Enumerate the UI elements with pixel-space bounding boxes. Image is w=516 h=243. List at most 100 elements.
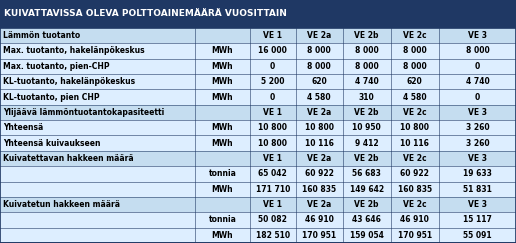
- Text: 4 580: 4 580: [403, 93, 427, 102]
- Text: 620: 620: [407, 77, 423, 86]
- Bar: [0, 43, 516, 59]
- Bar: [0, 166, 516, 182]
- Text: VE 1: VE 1: [263, 31, 282, 40]
- Text: MWh: MWh: [212, 93, 233, 102]
- Bar: [0, 89, 516, 105]
- Text: VE 3: VE 3: [468, 31, 487, 40]
- Text: MWh: MWh: [212, 231, 233, 240]
- Text: Ylijäävä lämmöntuotantokapasiteetti: Ylijäävä lämmöntuotantokapasiteetti: [3, 108, 164, 117]
- Bar: [0, 135, 516, 151]
- Text: VE 2b: VE 2b: [354, 200, 379, 209]
- Text: 56 683: 56 683: [352, 169, 381, 178]
- Text: VE 2a: VE 2a: [307, 200, 331, 209]
- Text: MWh: MWh: [212, 46, 233, 55]
- Text: VE 3: VE 3: [468, 108, 487, 117]
- Text: KL-tuotanto, hakelänpökeskus: KL-tuotanto, hakelänpökeskus: [3, 77, 135, 86]
- Text: VE 3: VE 3: [468, 154, 487, 163]
- Text: MWh: MWh: [212, 139, 233, 148]
- Text: 10 116: 10 116: [305, 139, 333, 148]
- Text: Max. tuotanto, pien-CHP: Max. tuotanto, pien-CHP: [3, 62, 110, 71]
- Text: VE 2b: VE 2b: [354, 31, 379, 40]
- Text: 149 642: 149 642: [349, 185, 384, 194]
- Text: 8 000: 8 000: [307, 46, 331, 55]
- Bar: [0, 151, 516, 166]
- Text: VE 1: VE 1: [263, 108, 282, 117]
- Text: VE 2c: VE 2c: [403, 200, 427, 209]
- Bar: [0, 0, 516, 28]
- Text: 0: 0: [270, 93, 276, 102]
- Text: 182 510: 182 510: [255, 231, 290, 240]
- Bar: [0, 120, 516, 135]
- Text: tonnia: tonnia: [208, 216, 236, 225]
- Text: 8 000: 8 000: [354, 62, 379, 71]
- Text: Lämmön tuotanto: Lämmön tuotanto: [3, 31, 80, 40]
- Text: VE 3: VE 3: [468, 200, 487, 209]
- Text: VE 2a: VE 2a: [307, 31, 331, 40]
- Text: 8 000: 8 000: [307, 62, 331, 71]
- Text: VE 2c: VE 2c: [403, 154, 427, 163]
- Text: VE 2b: VE 2b: [354, 108, 379, 117]
- Text: 5 200: 5 200: [261, 77, 284, 86]
- Text: 160 835: 160 835: [398, 185, 432, 194]
- Text: 46 910: 46 910: [400, 216, 429, 225]
- Bar: [0, 59, 516, 74]
- Text: 3 260: 3 260: [466, 123, 489, 132]
- Text: 4 740: 4 740: [354, 77, 379, 86]
- Text: 0: 0: [475, 93, 480, 102]
- Text: 50 082: 50 082: [259, 216, 287, 225]
- Text: 170 951: 170 951: [398, 231, 432, 240]
- Text: MWh: MWh: [212, 62, 233, 71]
- Bar: [0, 182, 516, 197]
- Text: 19 633: 19 633: [463, 169, 492, 178]
- Text: 51 831: 51 831: [463, 185, 492, 194]
- Text: 46 910: 46 910: [305, 216, 333, 225]
- Text: Kuivatettavan hakkeen määrä: Kuivatettavan hakkeen määrä: [3, 154, 134, 163]
- Text: 16 000: 16 000: [259, 46, 287, 55]
- Text: 4 580: 4 580: [308, 93, 331, 102]
- Text: VE 1: VE 1: [263, 154, 282, 163]
- Bar: [0, 105, 516, 120]
- Bar: [0, 28, 516, 43]
- Text: MWh: MWh: [212, 123, 233, 132]
- Text: 3 260: 3 260: [466, 139, 489, 148]
- Bar: [0, 212, 516, 228]
- Text: 4 740: 4 740: [465, 77, 490, 86]
- Text: 10 800: 10 800: [258, 123, 287, 132]
- Text: tonnia: tonnia: [208, 169, 236, 178]
- Text: 171 710: 171 710: [255, 185, 290, 194]
- Text: 8 000: 8 000: [403, 46, 427, 55]
- Text: 170 951: 170 951: [302, 231, 336, 240]
- Text: VE 2c: VE 2c: [403, 108, 427, 117]
- Text: 10 800: 10 800: [258, 139, 287, 148]
- Text: MWh: MWh: [212, 77, 233, 86]
- Text: 10 116: 10 116: [400, 139, 429, 148]
- Text: 8 000: 8 000: [354, 46, 379, 55]
- Bar: [0, 228, 516, 243]
- Bar: [0, 74, 516, 89]
- Text: KUIVATTAVISSA OLEVA POLTTOAINEMÄÄRÄ VUOSITTAIN: KUIVATTAVISSA OLEVA POLTTOAINEMÄÄRÄ VUOS…: [4, 9, 287, 18]
- Text: 60 922: 60 922: [305, 169, 333, 178]
- Text: 620: 620: [311, 77, 327, 86]
- Text: MWh: MWh: [212, 185, 233, 194]
- Text: 10 950: 10 950: [352, 123, 381, 132]
- Text: 9 412: 9 412: [355, 139, 378, 148]
- Text: 10 800: 10 800: [400, 123, 429, 132]
- Text: 0: 0: [475, 62, 480, 71]
- Text: 10 800: 10 800: [304, 123, 334, 132]
- Bar: [0, 197, 516, 212]
- Text: VE 2c: VE 2c: [403, 31, 427, 40]
- Text: VE 2b: VE 2b: [354, 154, 379, 163]
- Text: VE 1: VE 1: [263, 200, 282, 209]
- Text: VE 2a: VE 2a: [307, 154, 331, 163]
- Text: KL-tuotanto, pien CHP: KL-tuotanto, pien CHP: [3, 93, 100, 102]
- Text: Yhteensä: Yhteensä: [3, 123, 43, 132]
- Text: 43 646: 43 646: [352, 216, 381, 225]
- Text: 159 054: 159 054: [350, 231, 383, 240]
- Text: VE 2a: VE 2a: [307, 108, 331, 117]
- Text: Kuivatetun hakkeen määrä: Kuivatetun hakkeen määrä: [3, 200, 120, 209]
- Text: 160 835: 160 835: [302, 185, 336, 194]
- Text: 310: 310: [359, 93, 375, 102]
- Text: Yhteensä kuivaukseen: Yhteensä kuivaukseen: [3, 139, 101, 148]
- Text: 55 091: 55 091: [463, 231, 492, 240]
- Text: 60 922: 60 922: [400, 169, 429, 178]
